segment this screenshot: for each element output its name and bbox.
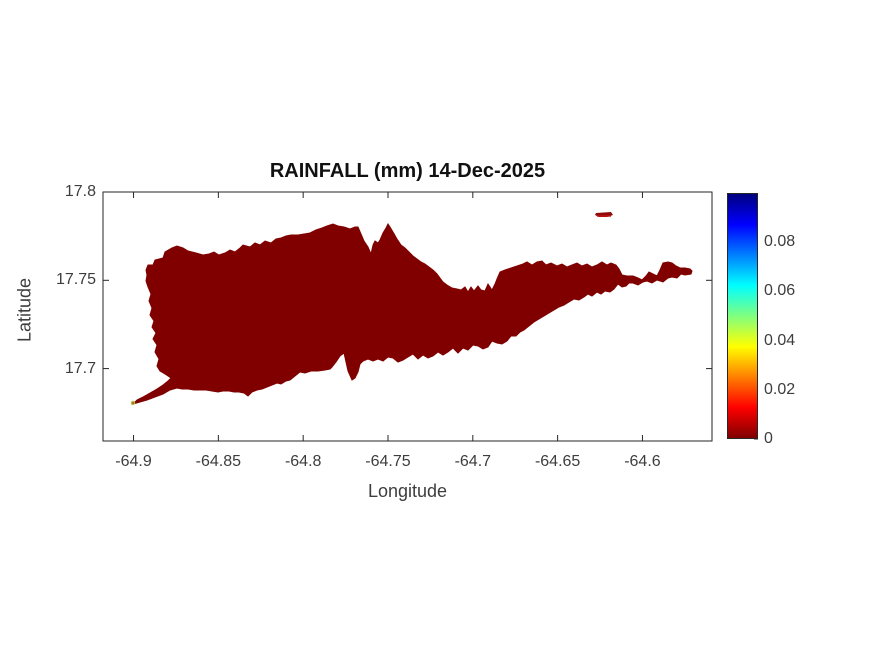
x-tick-label: -64.75 <box>365 453 411 470</box>
colorbar-tick-label: 0.06 <box>764 282 796 300</box>
x-tick-label: -64.65 <box>534 453 581 470</box>
y-tick-label: 17.8 <box>64 183 96 200</box>
x-tick-label: -64.9 <box>115 453 152 470</box>
x-tick-label: -64.7 <box>454 453 492 470</box>
y-tick-label: 17.75 <box>55 271 96 289</box>
x-tick-label: -64.6 <box>624 453 661 470</box>
x-tick-label: -64.8 <box>284 453 322 470</box>
colorbar <box>727 193 758 439</box>
x-tick-label: -64.85 <box>195 453 242 470</box>
axes-box <box>102 191 713 442</box>
colorbar-tick-label: 0.08 <box>764 233 796 251</box>
colorbar-tick-label: 0.02 <box>764 380 796 398</box>
chart-title: RAINFALL (mm) 14-Dec-2025 <box>269 160 546 182</box>
y-tick-label: 17.7 <box>64 359 96 377</box>
colorbar-tick-label: 0 <box>764 430 773 447</box>
colorbar-tick-label: 0.04 <box>764 331 796 349</box>
tip-marker-core <box>132 402 134 404</box>
island-region <box>131 223 693 406</box>
x-axis-label: Longitude <box>367 481 448 501</box>
y-axis-label: Latitude <box>14 277 35 343</box>
